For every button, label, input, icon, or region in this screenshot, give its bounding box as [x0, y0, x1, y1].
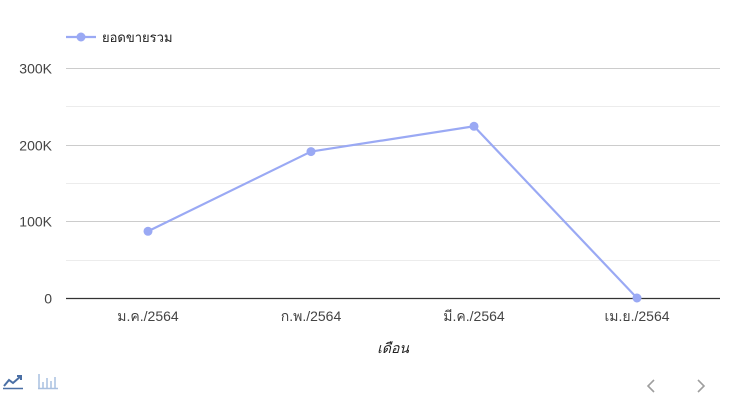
y-tick-label: 100K	[19, 214, 52, 230]
data-point[interactable]	[143, 226, 153, 236]
bar-chart-button[interactable]	[36, 370, 60, 392]
legend[interactable]: ยอดขายรวม	[66, 30, 173, 45]
line-chart-button[interactable]	[0, 370, 26, 392]
x-tick-label: ก.พ./2564	[281, 308, 342, 324]
x-tick-label: ม.ค./2564	[117, 308, 179, 324]
bar-chart-icon	[38, 374, 58, 390]
data-point[interactable]	[632, 293, 642, 303]
chevron-left-icon	[646, 379, 655, 393]
legend-label: ยอดขายรวม	[102, 30, 173, 45]
data-point[interactable]	[306, 147, 316, 157]
x-axis-title: เดือน	[377, 340, 409, 356]
chevron-right-icon	[697, 379, 706, 393]
gridlines	[66, 68, 720, 261]
legend-swatch-dot	[76, 32, 86, 42]
next-page-button[interactable]	[690, 375, 712, 397]
data-point[interactable]	[469, 121, 479, 131]
series-layer	[143, 121, 642, 303]
line-chart-icon	[3, 375, 23, 390]
series-line	[147, 125, 638, 299]
y-tick-label: 200K	[19, 138, 52, 154]
y-tick-label: 300K	[19, 61, 52, 77]
axes: 0 100K 200K 300K ม.ค./2564 ก.พ./2564 มี.ค./256…	[19, 61, 720, 324]
x-tick-label: มี.ค./2564	[443, 308, 505, 324]
previous-page-button[interactable]	[640, 375, 662, 397]
y-tick-label: 0	[44, 291, 52, 307]
x-tick-label: เม.ย./2564	[604, 308, 669, 324]
